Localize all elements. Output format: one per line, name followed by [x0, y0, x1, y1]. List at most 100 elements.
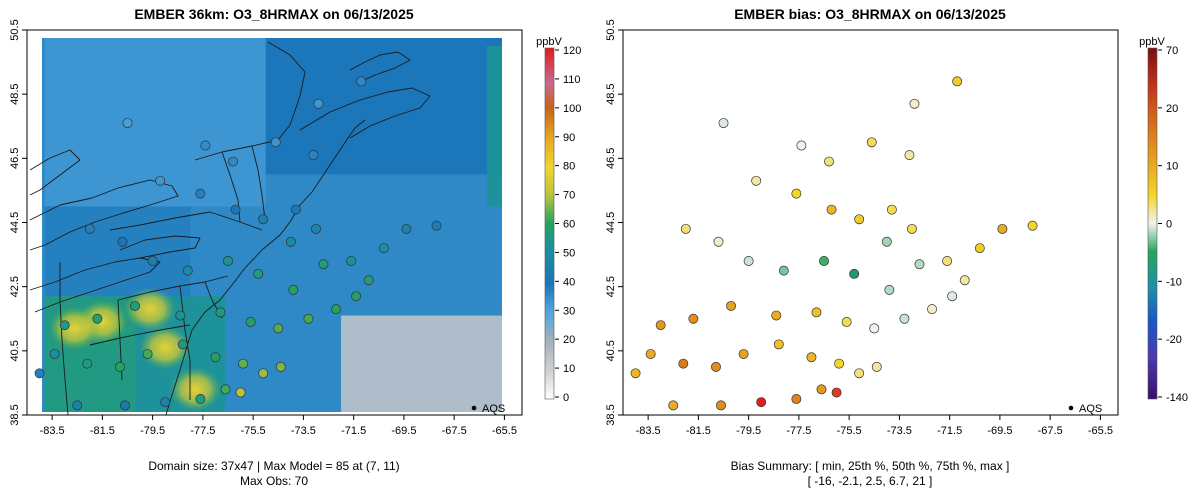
y-tick-label: 40.5	[605, 340, 617, 361]
observation-site	[215, 307, 226, 318]
model-region	[44, 38, 266, 207]
observation-site	[182, 265, 193, 276]
x-tick-label: -77.5	[786, 425, 811, 437]
observation-site	[378, 243, 389, 254]
observation-site	[811, 307, 822, 318]
right-y-axis: 38.5 40.5 42.5 44.5 46.5 48.5 50.5	[605, 19, 623, 426]
observation-site	[713, 236, 724, 247]
colorbar-tick-label: 20	[563, 334, 575, 346]
left-colorbar	[544, 47, 555, 400]
observation-site	[238, 358, 249, 369]
observation-site	[997, 223, 1008, 234]
observation-site	[147, 256, 158, 266]
right-colorbar	[1147, 47, 1158, 400]
observation-site	[645, 349, 656, 359]
observation-site	[907, 223, 917, 234]
observation-site	[220, 384, 231, 395]
observation-site	[195, 394, 206, 404]
observation-site	[275, 361, 286, 372]
x-tick-label: -73.5	[291, 425, 316, 437]
observation-site	[115, 361, 125, 372]
observation-site	[630, 368, 641, 379]
y-tick-label: 42.5	[9, 276, 21, 297]
x-tick-label: -71.5	[341, 425, 366, 437]
observation-site	[117, 236, 128, 247]
observation-site	[228, 156, 238, 167]
y-tick-label: 46.5	[9, 148, 21, 169]
left-panel: EMBER 36km: O3_8HRMAX on 06/13/2025	[9, 6, 581, 488]
observation-site	[401, 223, 412, 234]
colorbar-tick-label: 110	[563, 74, 581, 86]
observation-site	[726, 300, 736, 311]
observation-site	[230, 204, 241, 215]
x-tick-label: -79.5	[140, 425, 165, 437]
observation-site	[270, 137, 281, 148]
y-tick-label: 44.5	[605, 212, 617, 233]
aqs-legend-dot-bias	[1068, 405, 1074, 411]
observation-site	[738, 349, 749, 359]
y-tick-label: 48.5	[605, 83, 617, 104]
colorbar-tick-label: 0	[1166, 219, 1172, 231]
observation-site	[678, 358, 689, 369]
observation-site	[773, 339, 784, 350]
y-tick-label: 50.5	[9, 19, 21, 40]
bias-sites	[630, 76, 1038, 411]
observation-site	[210, 352, 221, 363]
observation-site	[318, 259, 329, 270]
observation-site	[311, 223, 321, 234]
observation-site	[711, 361, 721, 372]
x-tick-label: -75.5	[241, 425, 266, 437]
colorbar-tick-label: 50	[563, 247, 575, 259]
x-tick-label: -65.5	[492, 425, 517, 437]
observation-site	[841, 317, 852, 327]
observation-site	[245, 317, 256, 327]
observation-site	[743, 256, 754, 266]
left-title: EMBER 36km: O3_8HRMAX on 06/13/2025	[134, 6, 414, 22]
observation-site	[84, 223, 95, 234]
observation-site	[290, 204, 301, 215]
observation-site	[155, 175, 166, 186]
right-x-axis: -83.5 -81.5 -79.5 -77.5 -75.5 -73.5 -71.5 -69.5…	[636, 415, 1113, 437]
aqs-legend-label: AQS	[482, 403, 505, 415]
observation-site	[668, 400, 679, 411]
x-tick-label: -73.5	[887, 425, 912, 437]
observation-site	[288, 284, 299, 295]
aqs-legend-label-bias: AQS	[1079, 403, 1102, 415]
observation-site	[688, 313, 699, 324]
left-caption-line2: Max Obs: 70	[240, 474, 308, 488]
observation-site	[120, 400, 130, 411]
observation-site	[927, 304, 938, 315]
colorbar-tick-label: 70	[1166, 45, 1178, 57]
model-hotspot	[48, 306, 101, 351]
y-tick-label: 38.5	[9, 404, 21, 425]
x-tick-label: -69.5	[987, 425, 1012, 437]
observation-site	[959, 275, 970, 286]
observation-site	[942, 256, 953, 266]
x-tick-label: -67.5	[442, 425, 467, 437]
x-tick-label: -83.5	[40, 425, 65, 437]
observation-site	[816, 384, 827, 395]
colorbar-tick-label: 20	[1166, 103, 1178, 115]
observation-site	[363, 275, 374, 286]
observation-site	[331, 304, 342, 315]
colorbar-tick-label: 10	[1166, 161, 1178, 173]
observation-site	[871, 361, 882, 372]
model-hotspot	[169, 367, 222, 412]
y-tick-label: 44.5	[9, 212, 21, 233]
observation-site	[791, 188, 802, 199]
observation-site	[826, 204, 837, 215]
observation-site	[160, 397, 171, 408]
observation-site	[175, 310, 186, 321]
observation-site	[796, 140, 807, 151]
colorbar-tick-label: 40	[563, 276, 575, 288]
right-panel: EMBER bias: O3_8HRMAX on 06/13/2025 -83.…	[605, 6, 1188, 488]
observation-site	[886, 204, 897, 215]
observation-site	[952, 76, 963, 87]
colorbar-tick-label: 100	[563, 103, 581, 115]
observation-site	[177, 339, 188, 350]
observation-site	[223, 256, 233, 266]
y-tick-label: 46.5	[605, 148, 617, 169]
observation-site	[824, 156, 834, 167]
observation-site	[92, 313, 103, 324]
